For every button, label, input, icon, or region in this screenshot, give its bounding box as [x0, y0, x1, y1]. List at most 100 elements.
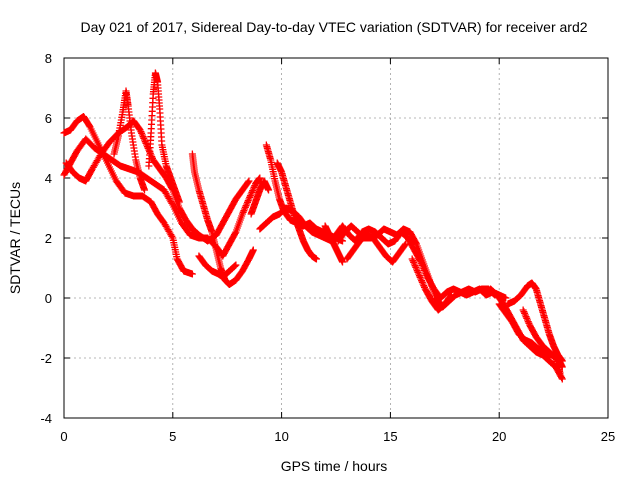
- data-point: [419, 280, 427, 288]
- data-point: [556, 369, 564, 377]
- series-spike-2: [145, 69, 183, 206]
- data-point: [168, 232, 176, 240]
- data-point: [247, 190, 255, 198]
- x-tick-label: 5: [169, 429, 176, 444]
- data-point: [244, 178, 252, 186]
- series-dip-2: [195, 252, 240, 281]
- data-point: [415, 272, 423, 280]
- y-tick-label: 8: [45, 51, 52, 66]
- data-point: [245, 177, 253, 185]
- data-point: [141, 138, 149, 146]
- data-point: [420, 283, 428, 291]
- data-point: [139, 133, 147, 141]
- data-point: [339, 258, 347, 266]
- data-point: [412, 263, 420, 271]
- y-tick-label: 2: [45, 231, 52, 246]
- data-point: [231, 262, 239, 270]
- series-mid-3: [273, 159, 320, 263]
- data-point: [230, 262, 238, 270]
- data-point: [402, 240, 410, 248]
- data-point: [141, 136, 149, 144]
- data-point: [410, 258, 418, 266]
- data-point: [416, 273, 424, 281]
- data-point: [256, 174, 264, 182]
- data-point: [137, 128, 145, 136]
- data-point: [413, 265, 421, 273]
- data-point: [414, 268, 422, 276]
- series-end-4: [519, 306, 564, 377]
- data-point: [241, 203, 249, 211]
- series-track-1: [60, 113, 196, 278]
- series-end-3: [504, 279, 566, 365]
- data-point: [412, 239, 420, 247]
- data-point: [418, 278, 426, 286]
- series-mid-5: [247, 177, 273, 218]
- data-point: [239, 208, 247, 216]
- x-tick-labels: 0 5 10 15 20 25: [60, 429, 615, 444]
- data-point: [420, 282, 428, 290]
- y-tick-labels: -4 -2 0 2 4 6 8: [40, 51, 52, 426]
- data-point: [502, 294, 510, 302]
- data-point: [521, 309, 529, 317]
- data-point: [136, 126, 144, 134]
- data-point: [522, 313, 530, 321]
- data-point: [141, 186, 149, 194]
- data-point: [245, 195, 253, 203]
- data-point: [265, 186, 273, 194]
- data-point: [447, 292, 455, 300]
- data-point: [401, 241, 409, 249]
- data-point: [241, 205, 249, 213]
- series-late-4: [408, 255, 455, 314]
- data-point: [142, 139, 150, 147]
- data-point: [409, 257, 417, 265]
- data-point: [246, 193, 254, 201]
- data-point: [417, 275, 425, 283]
- y-tick-label: -4: [40, 411, 52, 426]
- data-point: [138, 131, 146, 139]
- data-point: [231, 229, 239, 237]
- x-tick-label: 15: [383, 429, 397, 444]
- data-point: [411, 262, 419, 270]
- y-tick-label: 6: [45, 111, 52, 126]
- data-point: [415, 270, 423, 278]
- data-point: [523, 314, 531, 322]
- data-point: [249, 187, 257, 195]
- data-point: [523, 316, 531, 324]
- data-point: [246, 192, 254, 200]
- data-point: [244, 197, 252, 205]
- x-tick-label: 25: [601, 429, 615, 444]
- data-point: [519, 306, 527, 314]
- data-point: [238, 210, 246, 218]
- data-point: [418, 277, 426, 285]
- y-tick-label: 0: [45, 291, 52, 306]
- data-point: [408, 255, 416, 263]
- data-point: [447, 291, 455, 299]
- data-point: [188, 270, 196, 278]
- data-point: [525, 319, 533, 327]
- data-point: [249, 185, 257, 193]
- x-tick-label: 10: [274, 429, 288, 444]
- y-tick-label: 4: [45, 171, 52, 186]
- x-tick-label: 20: [492, 429, 506, 444]
- data-point: [232, 261, 240, 269]
- data-point: [250, 183, 258, 191]
- data-point: [410, 260, 418, 268]
- data-point: [413, 267, 421, 275]
- x-tick-label: 0: [60, 429, 67, 444]
- data-point: [558, 374, 566, 382]
- data-point: [243, 200, 251, 208]
- data-point: [242, 202, 250, 210]
- data-point: [138, 129, 146, 137]
- data-point: [140, 134, 148, 142]
- data-point: [175, 198, 183, 206]
- data-point: [524, 318, 532, 326]
- tick-marks: [63, 57, 609, 419]
- data-point: [521, 311, 529, 319]
- data-point: [244, 198, 252, 206]
- data-point: [248, 188, 256, 196]
- y-axis-label: SDTVAR / TECUs: [7, 182, 23, 294]
- series-spike-1: [110, 87, 149, 194]
- data-point: [312, 255, 320, 263]
